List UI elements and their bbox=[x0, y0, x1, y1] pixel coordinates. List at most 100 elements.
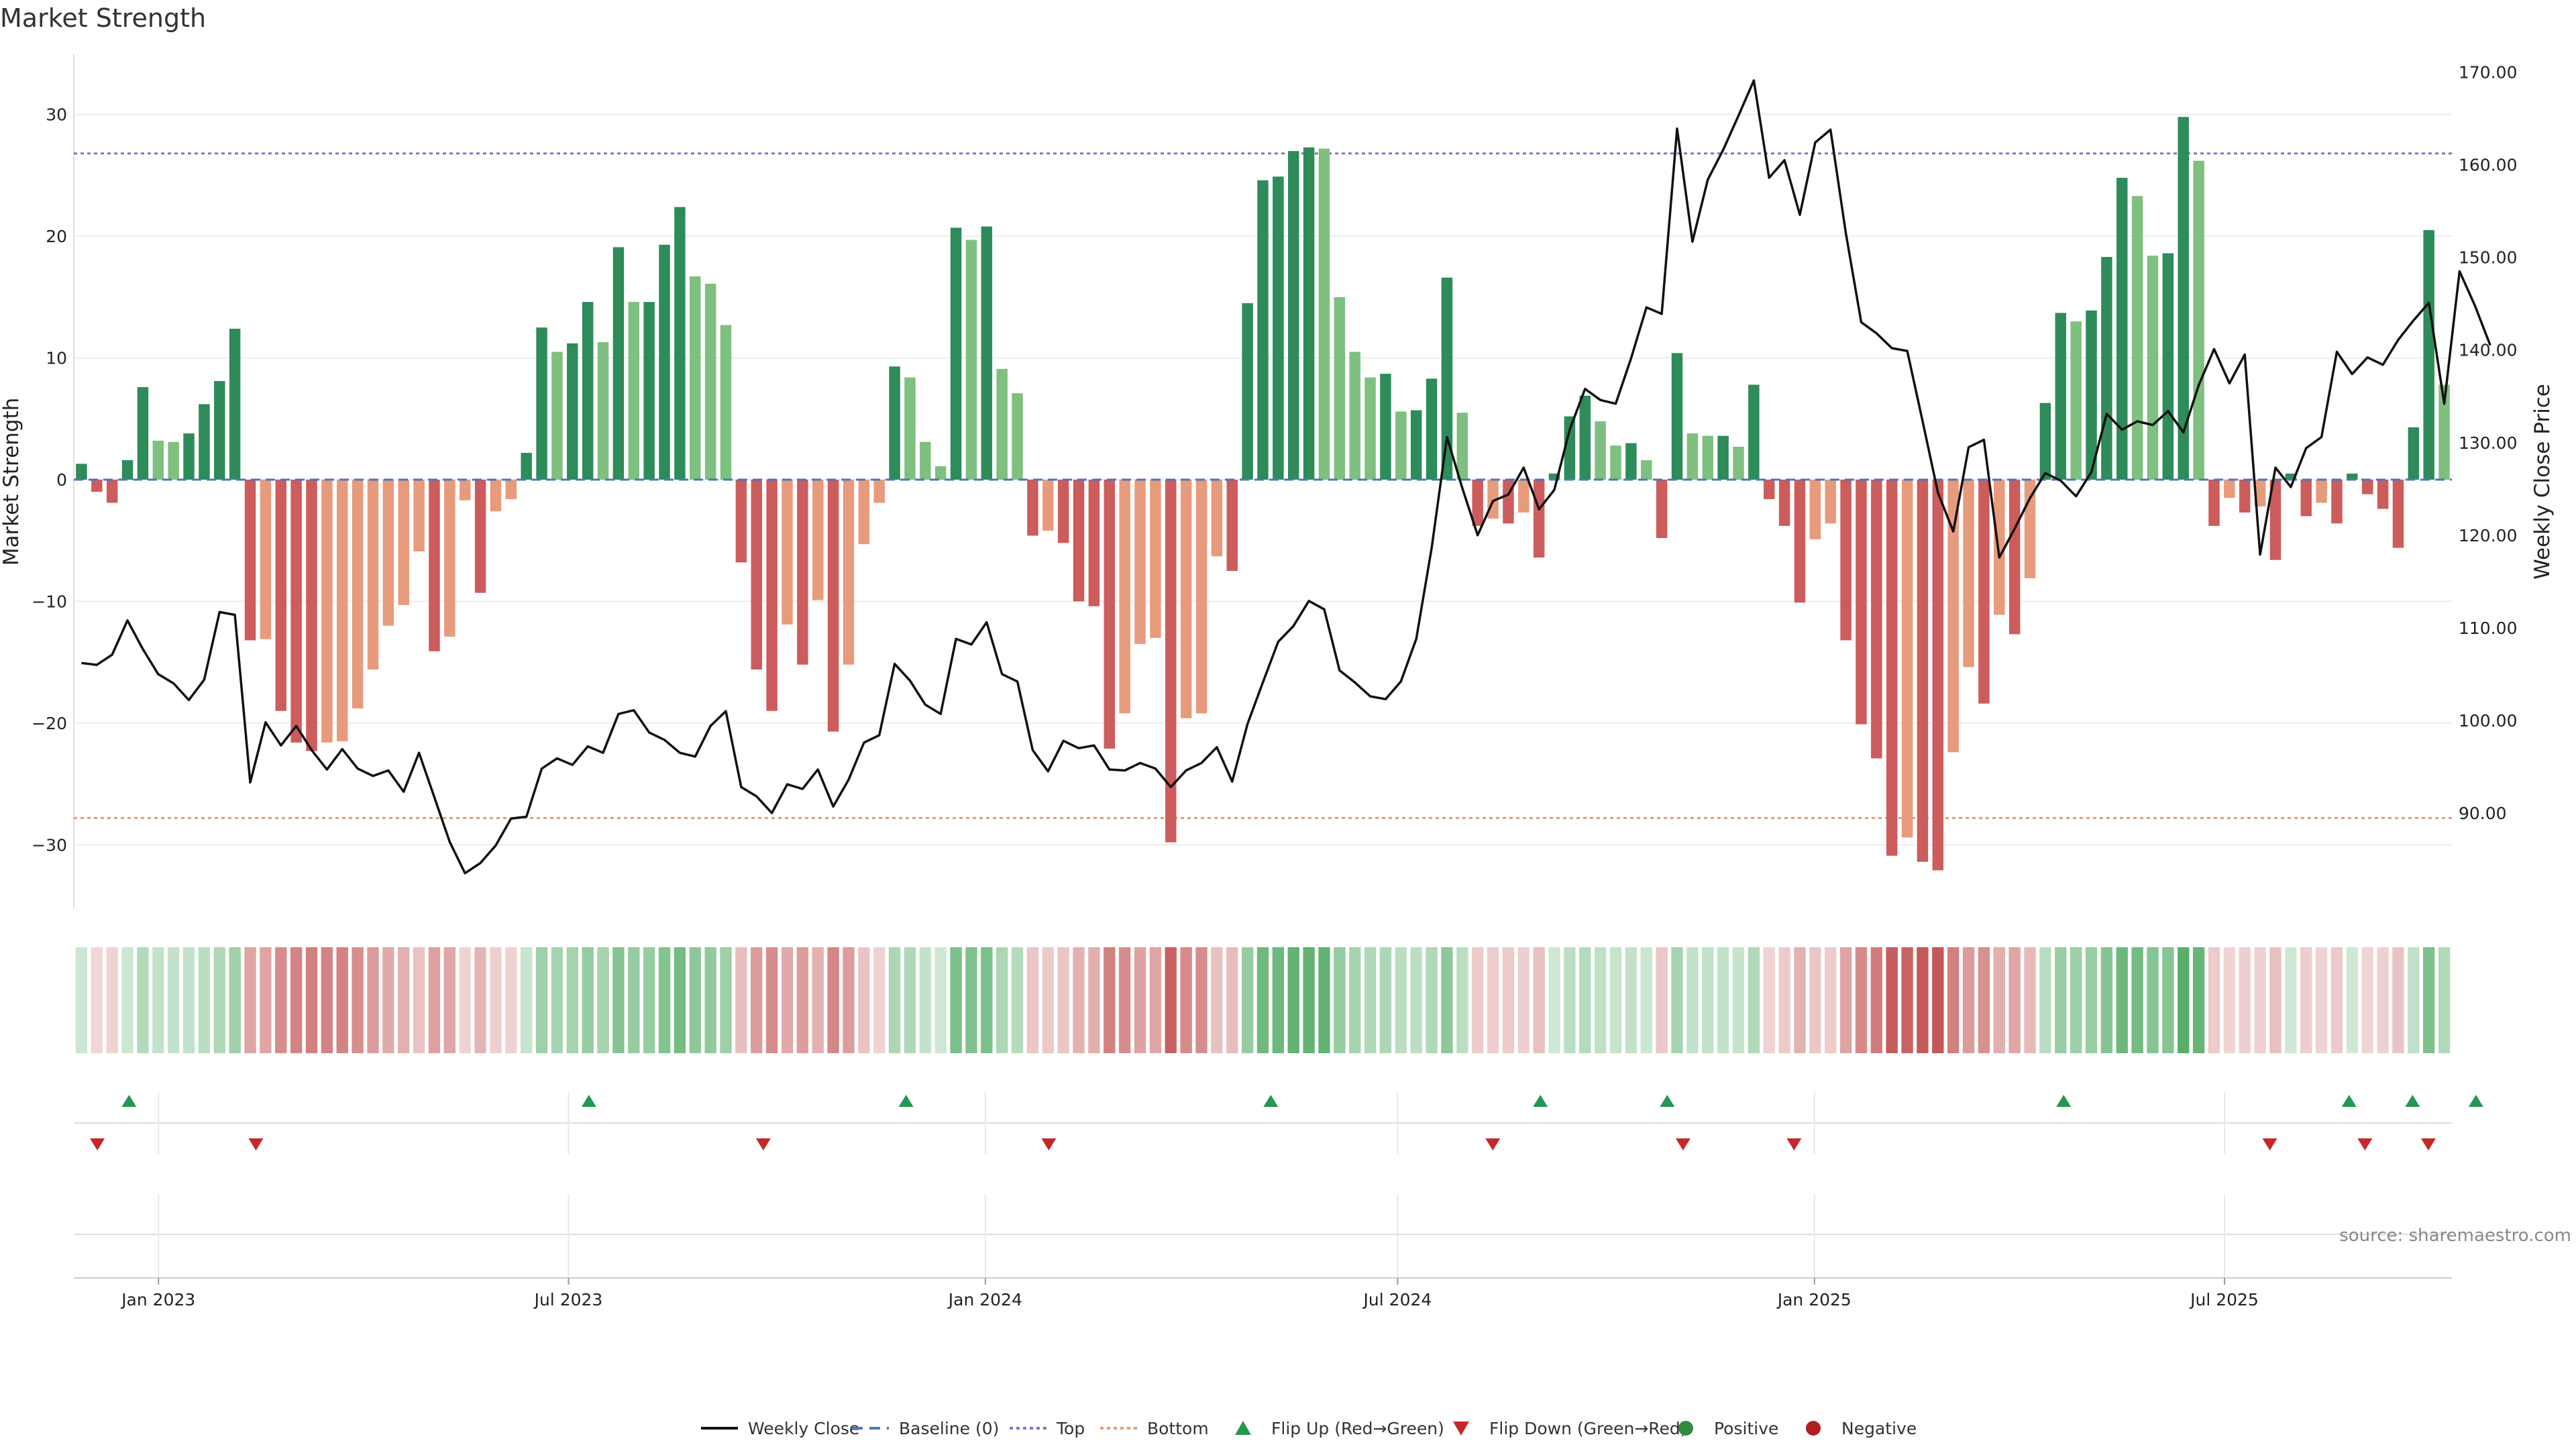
heat-cell bbox=[474, 947, 486, 1053]
y2-tick-label: 170.00 bbox=[2459, 63, 2517, 83]
x-tick-label: Jan 2024 bbox=[947, 1290, 1022, 1309]
strength-bar bbox=[950, 227, 962, 480]
heat-cell bbox=[612, 947, 625, 1053]
heat-cell bbox=[1180, 947, 1192, 1053]
heat-cell bbox=[321, 947, 333, 1053]
strength-bar bbox=[1548, 473, 1560, 480]
strength-bar bbox=[244, 480, 256, 641]
legend-label: Top bbox=[1056, 1419, 1085, 1438]
flip-down-marker bbox=[1041, 1138, 1057, 1150]
heat-cell bbox=[1870, 947, 1883, 1053]
strength-bar bbox=[1610, 445, 1621, 480]
heat-cell bbox=[352, 947, 364, 1053]
strength-bar bbox=[1088, 480, 1100, 606]
heat-cell bbox=[765, 947, 778, 1053]
strength-bar bbox=[904, 377, 916, 480]
strength-bar bbox=[1794, 480, 1806, 603]
heat-cell bbox=[198, 947, 211, 1053]
strength-bar bbox=[1886, 480, 1898, 856]
heat-cell bbox=[1472, 947, 1484, 1053]
heat-cell bbox=[1825, 947, 1837, 1053]
strength-bar bbox=[2147, 256, 2159, 480]
heat-cell bbox=[1625, 947, 1638, 1053]
strength-bar bbox=[1134, 480, 1146, 644]
heat-cell bbox=[1195, 947, 1208, 1053]
heat-cell bbox=[1839, 947, 1852, 1053]
strength-bar bbox=[1303, 147, 1315, 480]
flip-up-marker bbox=[2341, 1095, 2357, 1107]
strength-bar bbox=[444, 480, 455, 637]
strength-bar bbox=[1349, 352, 1360, 480]
y2-tick-label: 100.00 bbox=[2459, 711, 2517, 731]
strength-bar bbox=[2438, 384, 2450, 480]
heat-cell bbox=[1487, 947, 1499, 1053]
strength-bar bbox=[2131, 196, 2143, 480]
heat-cell bbox=[2085, 947, 2098, 1053]
heat-cell bbox=[106, 947, 118, 1053]
heat-cell bbox=[1287, 947, 1299, 1053]
strength-bar bbox=[690, 276, 701, 480]
strength-bar bbox=[1840, 480, 1851, 641]
strength-bar bbox=[1456, 413, 1468, 480]
strength-bar bbox=[659, 244, 670, 480]
heat-cell bbox=[2346, 947, 2359, 1053]
strength-bar bbox=[2101, 256, 2112, 480]
strength-bar bbox=[168, 441, 179, 480]
strength-bar bbox=[2377, 480, 2389, 509]
heat-cell bbox=[1901, 947, 1913, 1053]
strength-bar bbox=[1917, 480, 1929, 862]
heat-cell bbox=[1134, 947, 1146, 1053]
heat-cell bbox=[1334, 947, 1346, 1053]
strength-bar bbox=[1211, 480, 1223, 557]
strength-bar bbox=[1395, 411, 1407, 480]
strength-bar bbox=[1226, 480, 1238, 572]
strength-bar bbox=[582, 302, 594, 480]
strength-bar bbox=[551, 352, 563, 480]
heat-cell bbox=[521, 947, 533, 1053]
strength-bar bbox=[152, 440, 164, 480]
flip-up-marker bbox=[1263, 1095, 1279, 1107]
strength-bar bbox=[1733, 447, 1744, 480]
heat-cell bbox=[167, 947, 180, 1053]
strength-bar bbox=[1410, 410, 1422, 480]
strength-bar bbox=[1825, 480, 1836, 524]
heat-cell bbox=[1073, 947, 1085, 1053]
heat-cell bbox=[950, 947, 962, 1053]
y-tick-label: 30 bbox=[46, 105, 67, 125]
strength-bar bbox=[1242, 303, 1253, 480]
strength-bar bbox=[106, 480, 118, 503]
heat-cell bbox=[1778, 947, 1790, 1053]
heat-cell bbox=[873, 947, 885, 1053]
heat-cell bbox=[428, 947, 441, 1053]
heat-cell bbox=[1748, 947, 1760, 1053]
y2-tick-label: 110.00 bbox=[2459, 619, 2517, 638]
strength-bar bbox=[766, 480, 777, 711]
heat-cell bbox=[290, 947, 303, 1053]
legend-label: Flip Down (Green→Red) bbox=[1489, 1419, 1687, 1438]
heat-cell bbox=[1717, 947, 1729, 1053]
flip-markers-panel bbox=[74, 1092, 2483, 1278]
heat-cell bbox=[796, 947, 809, 1053]
strength-bar bbox=[2070, 321, 2082, 480]
heat-cell bbox=[1594, 947, 1607, 1053]
source-note: source: sharemaestro.com bbox=[2339, 1226, 2571, 1246]
heat-cell bbox=[229, 947, 241, 1053]
heat-cell bbox=[996, 947, 1008, 1053]
heat-cell bbox=[1686, 947, 1699, 1053]
heat-cell bbox=[1702, 947, 1714, 1053]
heat-cell bbox=[1794, 947, 1806, 1053]
heat-cell bbox=[735, 947, 747, 1053]
heat-cell bbox=[2239, 947, 2251, 1053]
heat-cell bbox=[2315, 947, 2328, 1053]
heat-cell bbox=[2116, 947, 2128, 1053]
heat-cell bbox=[643, 947, 655, 1053]
heat-cell bbox=[566, 947, 578, 1053]
strength-bar bbox=[137, 387, 149, 480]
strength-bar bbox=[352, 480, 364, 709]
y2-tick-label: 140.00 bbox=[2459, 341, 2517, 360]
strength-bar bbox=[1288, 151, 1299, 480]
legend-label: Baseline (0) bbox=[899, 1419, 999, 1438]
strength-bar bbox=[674, 207, 686, 480]
heat-cell bbox=[1042, 947, 1054, 1053]
strength-bar bbox=[1334, 297, 1346, 480]
